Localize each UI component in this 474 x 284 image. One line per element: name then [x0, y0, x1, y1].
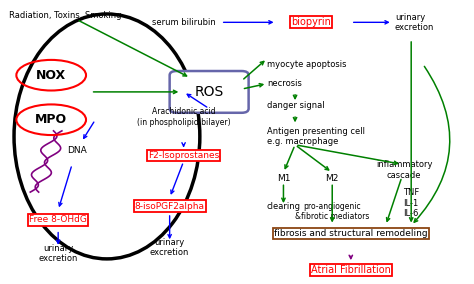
Text: Atrial Fibrillation: Atrial Fibrillation: [311, 265, 391, 275]
Text: pro-angiogenic
&fibrotic mediators: pro-angiogenic &fibrotic mediators: [295, 202, 369, 221]
Text: M1: M1: [277, 174, 290, 183]
Text: danger signal: danger signal: [267, 101, 325, 110]
Text: 8-isoPGF2alpha: 8-isoPGF2alpha: [135, 202, 205, 210]
Text: DNA: DNA: [67, 146, 87, 155]
Text: urinary
excretion: urinary excretion: [150, 238, 189, 258]
FancyBboxPatch shape: [170, 71, 248, 113]
Text: fibrosis and structural remodeling: fibrosis and structural remodeling: [274, 229, 428, 238]
Text: Radiation, Toxins, Smoking: Radiation, Toxins, Smoking: [9, 11, 122, 20]
Text: Free 8-OHdG: Free 8-OHdG: [29, 216, 87, 224]
Text: serum bilirubin: serum bilirubin: [152, 18, 216, 27]
Text: Arachidonic acid
(in phospholipid bilayer): Arachidonic acid (in phospholipid bilaye…: [137, 107, 230, 127]
Text: Antigen presenting cell
e.g. macrophage: Antigen presenting cell e.g. macrophage: [267, 127, 365, 146]
Text: biopyrin: biopyrin: [292, 17, 331, 27]
Text: F2-Isoprostanes: F2-Isoprostanes: [148, 151, 219, 160]
Text: urinary
excretion: urinary excretion: [38, 244, 78, 263]
Text: myocyte apoptosis: myocyte apoptosis: [267, 60, 346, 68]
Text: ROS: ROS: [194, 85, 224, 99]
Text: urinary
excretion: urinary excretion: [395, 12, 434, 32]
Text: NOX: NOX: [36, 69, 66, 82]
Text: MPO: MPO: [35, 113, 67, 126]
Text: inflammatory
cascade: inflammatory cascade: [376, 160, 432, 179]
FancyArrowPatch shape: [414, 66, 450, 222]
Text: necrosis: necrosis: [267, 79, 302, 88]
Text: M2: M2: [326, 174, 339, 183]
Text: TNF
IL-1
IL-6: TNF IL-1 IL-6: [403, 188, 419, 218]
Text: clearing: clearing: [266, 202, 301, 210]
